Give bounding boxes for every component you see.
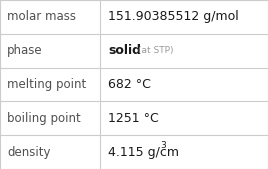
Text: (at STP): (at STP) [138, 46, 173, 55]
Text: density: density [7, 146, 50, 159]
Text: melting point: melting point [7, 78, 86, 91]
Text: 3: 3 [160, 141, 166, 150]
Text: 151.90385512 g/mol: 151.90385512 g/mol [108, 10, 239, 23]
Text: 1251 °C: 1251 °C [108, 112, 159, 125]
Text: boiling point: boiling point [7, 112, 81, 125]
Text: solid: solid [108, 44, 141, 57]
Text: molar mass: molar mass [7, 10, 76, 23]
Text: 4.115 g/cm: 4.115 g/cm [108, 146, 179, 159]
Text: phase: phase [7, 44, 43, 57]
Text: 682 °C: 682 °C [108, 78, 151, 91]
